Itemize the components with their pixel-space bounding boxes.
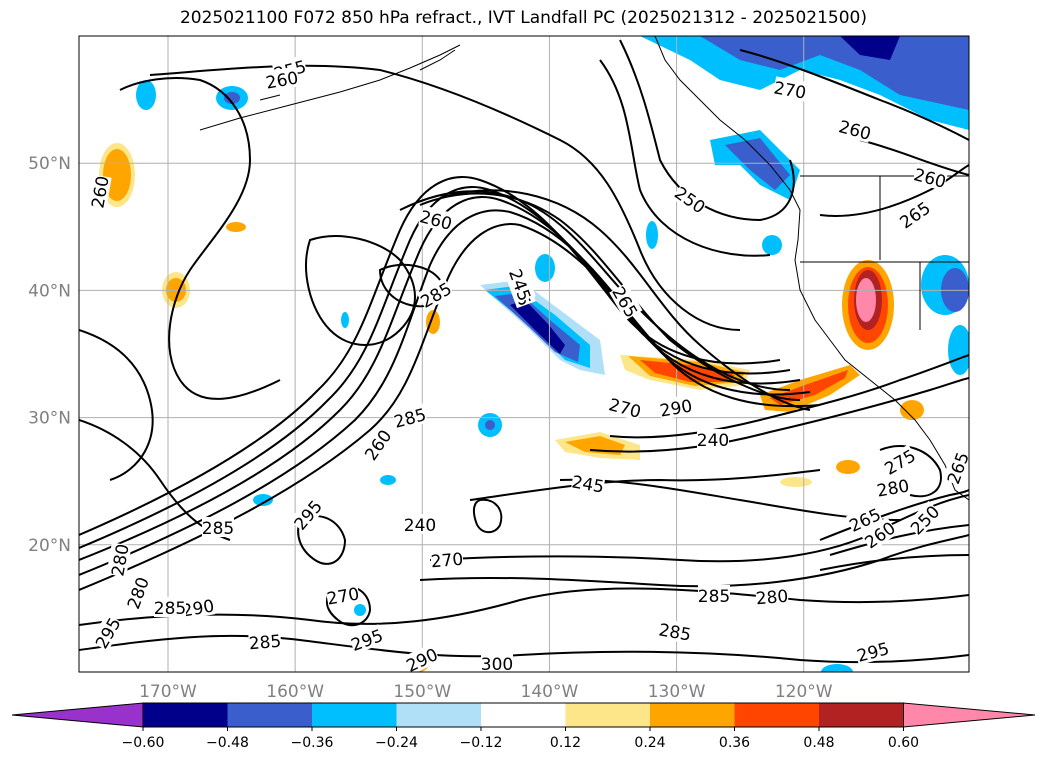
contour-label-bg xyxy=(942,449,969,487)
lon-tick-label: 150°W xyxy=(393,682,451,702)
colorbar-extend-right xyxy=(903,702,1036,728)
contour-label: 285 xyxy=(202,519,234,539)
contour-label: 280 xyxy=(755,587,789,610)
colorbar-tick-label: 0.12 xyxy=(550,735,581,751)
colorbar-segment xyxy=(312,703,397,727)
contour-label-bg xyxy=(905,500,943,538)
contour-label-bg xyxy=(609,282,643,321)
colorbar-extend-left xyxy=(11,702,144,728)
colorbar-frame xyxy=(142,702,904,728)
colorbar-tick-label: −0.36 xyxy=(291,735,334,751)
colorbar-segment xyxy=(819,703,904,727)
contour-label-bg xyxy=(202,517,234,537)
lat-tick-label: 30°N xyxy=(28,409,71,429)
lon-tick-label: 170°W xyxy=(139,682,197,702)
colorbar-segment xyxy=(565,703,650,727)
map-panel: 2552602602602502702602652852602552652852… xyxy=(79,36,969,675)
contour-label-bg xyxy=(607,393,644,421)
contour-label-bg xyxy=(854,637,891,665)
contour-label-bg xyxy=(122,574,152,612)
contour-label-bg xyxy=(481,653,513,672)
contour-label-bg xyxy=(391,403,428,431)
lon-tick-label: 130°W xyxy=(648,682,706,702)
contour-label-bg xyxy=(402,643,441,672)
colorbar-tick-label: −0.60 xyxy=(122,735,165,751)
contour-label: 285 xyxy=(248,632,282,655)
contour-label-bg xyxy=(248,629,282,653)
colorbar: −0.60 −0.48 −0.36 −0.24 −0.12 0.12 0.24 0.36 0.4… xyxy=(11,702,1036,751)
contour-label-bg xyxy=(418,205,455,233)
contour-label-bg xyxy=(895,196,934,232)
contour-label-bg xyxy=(570,470,606,496)
contour-label-bg xyxy=(154,597,186,617)
colorbar-segment xyxy=(396,703,481,727)
colorbar-segment xyxy=(481,703,566,727)
latitude-labels: 20°N 30°N 40°N 50°N xyxy=(28,154,71,556)
colorbar-tick-label: −0.24 xyxy=(375,735,418,751)
contour-label-bg xyxy=(657,618,693,644)
contour-label-bg xyxy=(359,425,395,464)
contour-label: 240 xyxy=(697,431,729,451)
contour-label-bg xyxy=(90,613,124,652)
colorbar-tick-label: 0.36 xyxy=(719,735,750,751)
lat-tick-label: 20°N xyxy=(28,536,71,556)
contour-label-bg xyxy=(325,582,361,608)
contour-label-bg xyxy=(416,277,455,311)
contour-label-bg xyxy=(698,585,730,605)
gridlines xyxy=(79,36,969,672)
contour-label-bg xyxy=(875,474,911,500)
contour-label: 285 xyxy=(154,599,186,619)
contour-label-bg xyxy=(880,444,919,478)
contour-label: 285 xyxy=(698,587,730,607)
coastlines xyxy=(199,36,969,501)
contour-label: 270 xyxy=(430,550,464,573)
contour-label-bg xyxy=(837,115,874,143)
lat-tick-label: 50°N xyxy=(28,154,71,174)
contour-label-bg xyxy=(86,174,112,210)
map-frame xyxy=(78,35,970,673)
colorbar-tick-label: 0.24 xyxy=(634,735,665,751)
map-title: 2025021100 F072 850 hPa refract., IVT La… xyxy=(179,8,867,28)
lon-tick-label: 160°W xyxy=(266,682,324,702)
colorbar-segment xyxy=(227,703,312,727)
lat-tick-label: 40°N xyxy=(28,281,71,301)
colorbar-segment xyxy=(143,703,228,727)
contour-label-bg xyxy=(180,594,216,620)
contour-label-bg xyxy=(671,181,710,217)
contour-label-bg xyxy=(506,266,536,304)
colorbar-tick-label: −0.12 xyxy=(460,735,503,751)
colorbar-tick-label: 0.60 xyxy=(888,735,919,751)
longitude-labels: 170°W 160°W 150°W 140°W 130°W 120°W xyxy=(139,682,833,702)
lon-tick-label: 140°W xyxy=(521,682,579,702)
contour-label-bg xyxy=(430,547,464,571)
contour-label-bg xyxy=(289,495,326,534)
contour-label-bg xyxy=(348,624,386,654)
lon-tick-label: 120°W xyxy=(775,682,833,702)
contour-label-bg xyxy=(404,514,436,534)
contour-label-bg xyxy=(755,584,789,608)
contour-label: 240 xyxy=(404,516,436,536)
contour-label-bg xyxy=(697,429,729,449)
negative-shading xyxy=(136,36,969,616)
contour-label-bg xyxy=(912,163,949,191)
contour-label-bg xyxy=(658,394,694,420)
contour-label-bg xyxy=(845,503,884,535)
contour-label-bg xyxy=(264,66,300,92)
contour-label: 300 xyxy=(481,655,513,675)
contour-label-bg xyxy=(772,76,808,102)
colorbar-tick-label: 0.48 xyxy=(803,735,834,751)
colorbar-segment xyxy=(650,703,735,727)
colorbar-segment xyxy=(734,703,819,727)
contour-label-bg xyxy=(860,516,899,552)
colorbar-tick-label: −0.48 xyxy=(206,735,249,751)
contour-label-bg xyxy=(106,542,132,578)
